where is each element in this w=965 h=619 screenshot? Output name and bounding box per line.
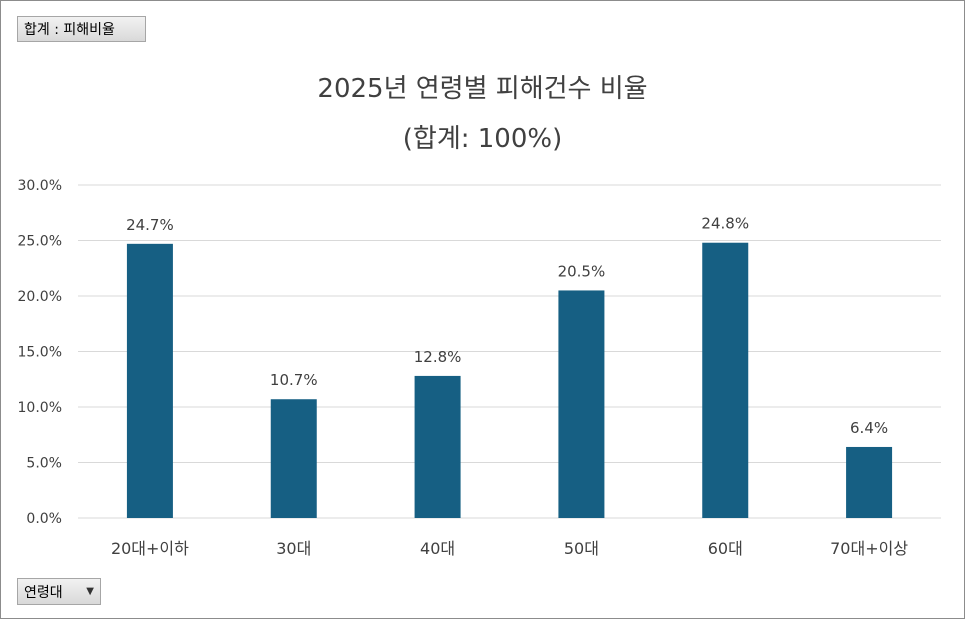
- y-tick-label: 25.0%: [18, 234, 62, 250]
- y-tick-label: 5.0%: [26, 456, 62, 472]
- y-tick-label: 15.0%: [18, 345, 62, 361]
- y-tick-label: 0.0%: [26, 511, 62, 527]
- bar: [126, 243, 173, 518]
- data-label: 6.4%: [850, 419, 888, 437]
- y-tick-label: 10.0%: [18, 400, 62, 416]
- x-tick-label: 40대: [420, 539, 455, 558]
- chart-title: 2025년 연령별 피해건수 비율: [317, 74, 648, 104]
- bar: [414, 375, 461, 518]
- value-field-label: 합계 : 피해비율: [24, 22, 115, 38]
- data-label: 12.8%: [414, 348, 462, 366]
- x-tick-label: 70대+이상: [830, 539, 908, 558]
- x-tick-label: 30대: [276, 539, 311, 558]
- x-tick-label: 60대: [708, 539, 743, 558]
- bar: [846, 446, 893, 518]
- data-label: 10.7%: [270, 371, 318, 389]
- y-tick-label: 30.0%: [18, 178, 62, 194]
- bar: [270, 399, 317, 518]
- data-label: 24.8%: [701, 215, 749, 233]
- x-tick-label: 50대: [564, 539, 599, 558]
- x-tick-label: 20대+이하: [111, 539, 189, 558]
- dropdown-arrow-icon[interactable]: ▼: [86, 586, 94, 597]
- bar: [702, 242, 749, 518]
- bar: [558, 290, 605, 518]
- axis-field-label: 연령대: [24, 584, 63, 601]
- y-tick-label: 20.0%: [18, 289, 62, 305]
- axis-field-button[interactable]: 연령대 ▼: [17, 578, 101, 605]
- chart-subtitle: (합계: 100%): [402, 124, 563, 154]
- data-label: 20.5%: [558, 262, 606, 280]
- data-label: 24.7%: [126, 216, 174, 234]
- value-field-button[interactable]: 합계 : 피해비율: [17, 16, 146, 42]
